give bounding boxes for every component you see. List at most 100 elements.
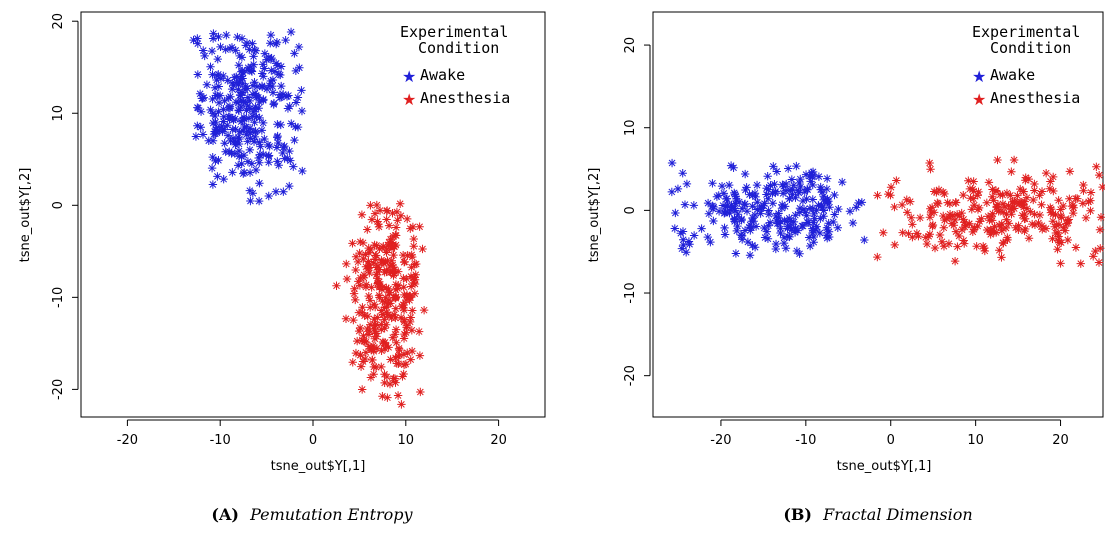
data-point	[684, 237, 694, 246]
panel-a-frame	[80, 11, 546, 418]
data-point	[242, 106, 251, 115]
data-point	[254, 93, 263, 102]
data-point	[752, 180, 762, 190]
data-point	[673, 184, 683, 194]
data-point	[389, 262, 398, 272]
data-point	[380, 315, 389, 324]
data-point	[267, 66, 276, 75]
data-point	[1069, 203, 1078, 212]
data-point	[241, 41, 250, 50]
data-point	[809, 209, 819, 219]
data-point	[409, 234, 418, 244]
data-point	[742, 206, 752, 216]
data-point	[349, 315, 358, 325]
data-point	[370, 334, 380, 343]
data-point	[1001, 223, 1011, 233]
data-point	[723, 200, 732, 210]
data-point	[274, 138, 283, 148]
data-point	[392, 338, 401, 347]
data-point	[243, 84, 252, 93]
data-point	[354, 308, 364, 317]
data-point	[377, 346, 386, 356]
data-point	[255, 138, 264, 147]
data-point	[221, 45, 230, 54]
data-point	[208, 94, 217, 104]
data-point	[367, 283, 376, 292]
data-point	[990, 222, 999, 231]
data-point	[393, 391, 403, 400]
data-point	[780, 216, 789, 225]
data-point	[211, 124, 221, 134]
series-awake	[667, 158, 869, 260]
data-point	[808, 226, 818, 235]
data-point	[968, 227, 977, 237]
data-point	[400, 315, 409, 325]
data-point	[206, 105, 215, 115]
data-point	[242, 38, 252, 48]
data-point	[772, 167, 782, 176]
data-point	[219, 117, 228, 126]
data-point	[950, 215, 960, 225]
data-point	[730, 204, 739, 213]
data-point	[370, 240, 379, 250]
data-point	[1037, 187, 1047, 196]
data-point	[402, 295, 411, 305]
data-point	[264, 158, 273, 167]
y-tick-label: 10	[623, 119, 638, 136]
data-point	[801, 170, 811, 179]
data-point	[969, 186, 978, 196]
data-point	[216, 42, 225, 52]
data-point	[268, 88, 278, 97]
data-point	[268, 75, 278, 85]
data-point	[1035, 210, 1045, 220]
data-point	[1095, 225, 1105, 234]
data-point	[273, 157, 282, 166]
data-point	[930, 243, 940, 253]
data-point	[248, 112, 257, 121]
data-point	[228, 168, 237, 177]
data-point	[373, 313, 382, 322]
data-point	[249, 137, 259, 146]
data-point	[238, 79, 248, 88]
data-point	[1068, 208, 1078, 218]
y-tick-label: -20	[623, 365, 638, 386]
data-point	[682, 179, 692, 189]
data-point	[385, 288, 395, 297]
data-point	[352, 336, 362, 346]
data-point	[364, 263, 374, 273]
data-point	[823, 233, 832, 243]
data-point	[406, 272, 416, 281]
data-point	[982, 198, 992, 208]
data-point	[873, 252, 882, 262]
data-point	[930, 187, 939, 196]
data-point	[737, 216, 746, 225]
data-point	[230, 73, 239, 82]
data-point	[393, 284, 402, 293]
data-point	[366, 201, 375, 210]
data-point	[797, 221, 807, 231]
data-point	[363, 225, 372, 234]
data-point	[236, 117, 246, 126]
data-point	[1086, 206, 1095, 215]
data-point	[1000, 202, 1009, 212]
data-point	[751, 222, 761, 231]
data-point	[1063, 235, 1073, 245]
data-point	[679, 240, 688, 250]
data-point	[377, 306, 386, 315]
data-point	[1057, 213, 1066, 222]
data-point	[208, 34, 218, 43]
panel-b-caption-title: Fractal Dimension	[822, 505, 973, 524]
data-point	[250, 89, 260, 98]
data-point	[697, 224, 706, 233]
data-point	[969, 225, 979, 234]
data-point	[243, 65, 253, 75]
data-point	[1029, 195, 1038, 205]
data-point	[364, 248, 374, 257]
data-point	[763, 171, 772, 181]
data-point	[1030, 210, 1039, 219]
data-point	[355, 248, 364, 258]
data-point	[777, 204, 787, 213]
data-point	[255, 158, 264, 167]
y-tick-label: 0	[51, 201, 66, 209]
